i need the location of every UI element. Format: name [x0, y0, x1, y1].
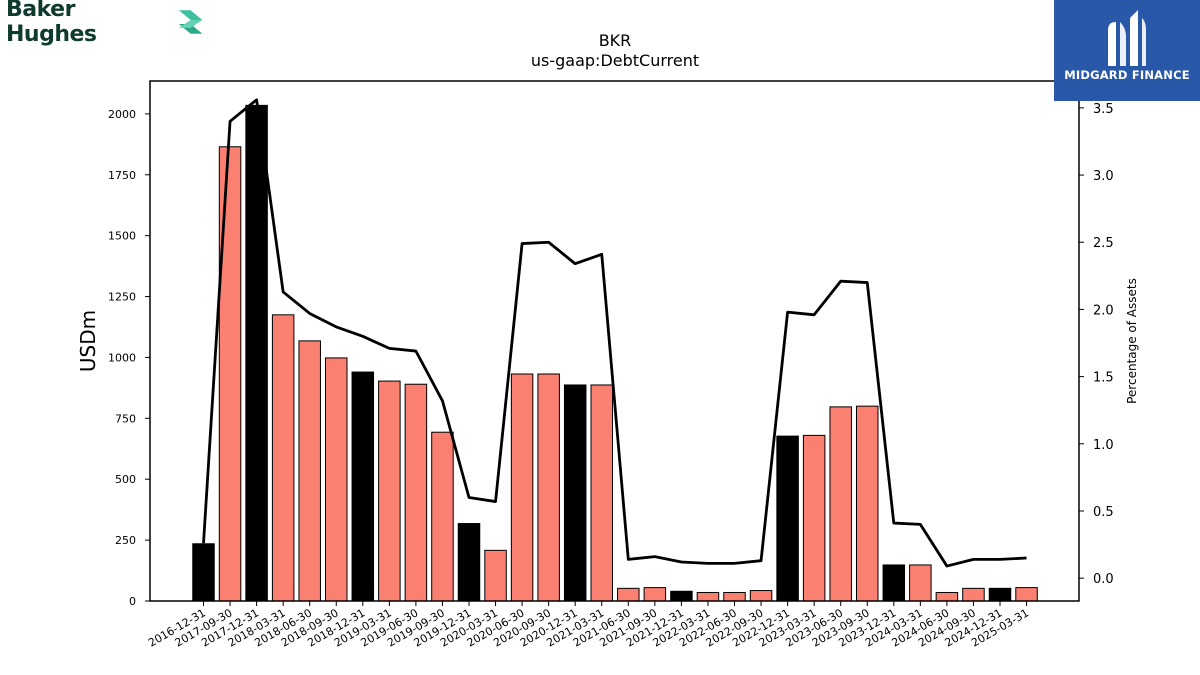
bar-2021-06-30: [617, 587, 640, 602]
bar-series: [192, 104, 1038, 602]
bar-2019-06-30: [404, 383, 428, 602]
y-tick-label: 1750: [108, 169, 136, 182]
y-tick-label: 0: [129, 595, 136, 608]
y-tick-label: 750: [115, 412, 136, 425]
bar-2022-06-30: [723, 591, 746, 602]
bar-2018-06-30: [298, 340, 321, 602]
bar-2018-03-31: [271, 314, 295, 602]
midgard-finance-wordmark: MIDGARD FINANCE: [1064, 68, 1190, 82]
bar-2023-09-30: [856, 405, 879, 602]
bar-2018-09-30: [325, 357, 348, 602]
y-tick-label: 1500: [108, 230, 136, 243]
y-tick-label: 500: [115, 473, 136, 486]
bar-2016-12-31: [192, 543, 215, 602]
bar-2024-03-31: [909, 564, 932, 602]
bar-2018-12-31: [351, 371, 375, 602]
y-axis-label: USDm: [76, 310, 100, 372]
bar-2019-09-30: [431, 431, 454, 602]
y2-tick-label: 3.0: [1093, 169, 1114, 184]
midgard-finance-logo: MIDGARD FINANCE: [1054, 0, 1200, 101]
bar-2017-09-30: [218, 146, 242, 602]
bar-2022-12-31: [776, 435, 799, 602]
chart-title: BKR: [598, 31, 632, 50]
y-tick-label: 2000: [108, 108, 136, 121]
bar-2025-03-31: [1015, 587, 1038, 602]
bar-2020-12-31: [563, 384, 587, 602]
bar-2020-09-30: [537, 373, 560, 602]
bar-2021-09-30: [643, 587, 667, 602]
bar-2022-09-30: [749, 590, 773, 602]
y2-axis-label: Percentage of Assets: [1125, 278, 1139, 404]
bar-2020-06-30: [510, 373, 534, 602]
assets-percentage-line-layer: [202, 98, 1027, 568]
bar-2020-03-31: [484, 549, 507, 602]
bar-2019-12-31: [457, 523, 481, 602]
baker-hughes-logo: Baker Hughes: [6, 0, 206, 47]
y2-tick-label: 1.0: [1093, 438, 1114, 453]
bar-2019-03-31: [378, 380, 401, 602]
plot-frame: [149, 80, 1080, 602]
chart-title-block: BKR us-gaap:DebtCurrent: [415, 31, 815, 71]
y2-tick-label: 0.0: [1093, 572, 1114, 587]
y2-tick-label: 2.5: [1093, 236, 1114, 251]
y-tick-label: 1000: [108, 351, 136, 364]
y2-tick-label: 0.5: [1093, 505, 1114, 520]
y2-tick-label: 3.5: [1093, 102, 1114, 117]
y-tick-label: 250: [115, 534, 136, 547]
bar-2017-12-31: [245, 104, 268, 602]
bar-2023-03-31: [802, 434, 826, 602]
bar-2024-12-31: [988, 587, 1012, 602]
midgard-finance-mark-icon: [1108, 10, 1146, 66]
y2-tick-label: 1.5: [1093, 371, 1114, 386]
y2-tick-label: 2.0: [1093, 303, 1114, 318]
bar-2024-06-30: [935, 591, 959, 602]
percentage-of-assets-line: [202, 98, 1027, 568]
bar-2022-03-31: [696, 591, 720, 602]
bar-2024-09-30: [962, 587, 985, 602]
bar-2023-12-31: [882, 564, 906, 602]
baker-hughes-wordmark: Baker Hughes: [6, 0, 97, 47]
bar-2021-12-31: [670, 590, 693, 602]
bar-2023-06-30: [829, 406, 852, 602]
y-tick-label: 1250: [108, 291, 136, 304]
chart-subtitle: us-gaap:DebtCurrent: [530, 51, 700, 70]
baker-hughes-mark-icon: [178, 10, 203, 34]
bar-2021-03-31: [590, 384, 613, 602]
